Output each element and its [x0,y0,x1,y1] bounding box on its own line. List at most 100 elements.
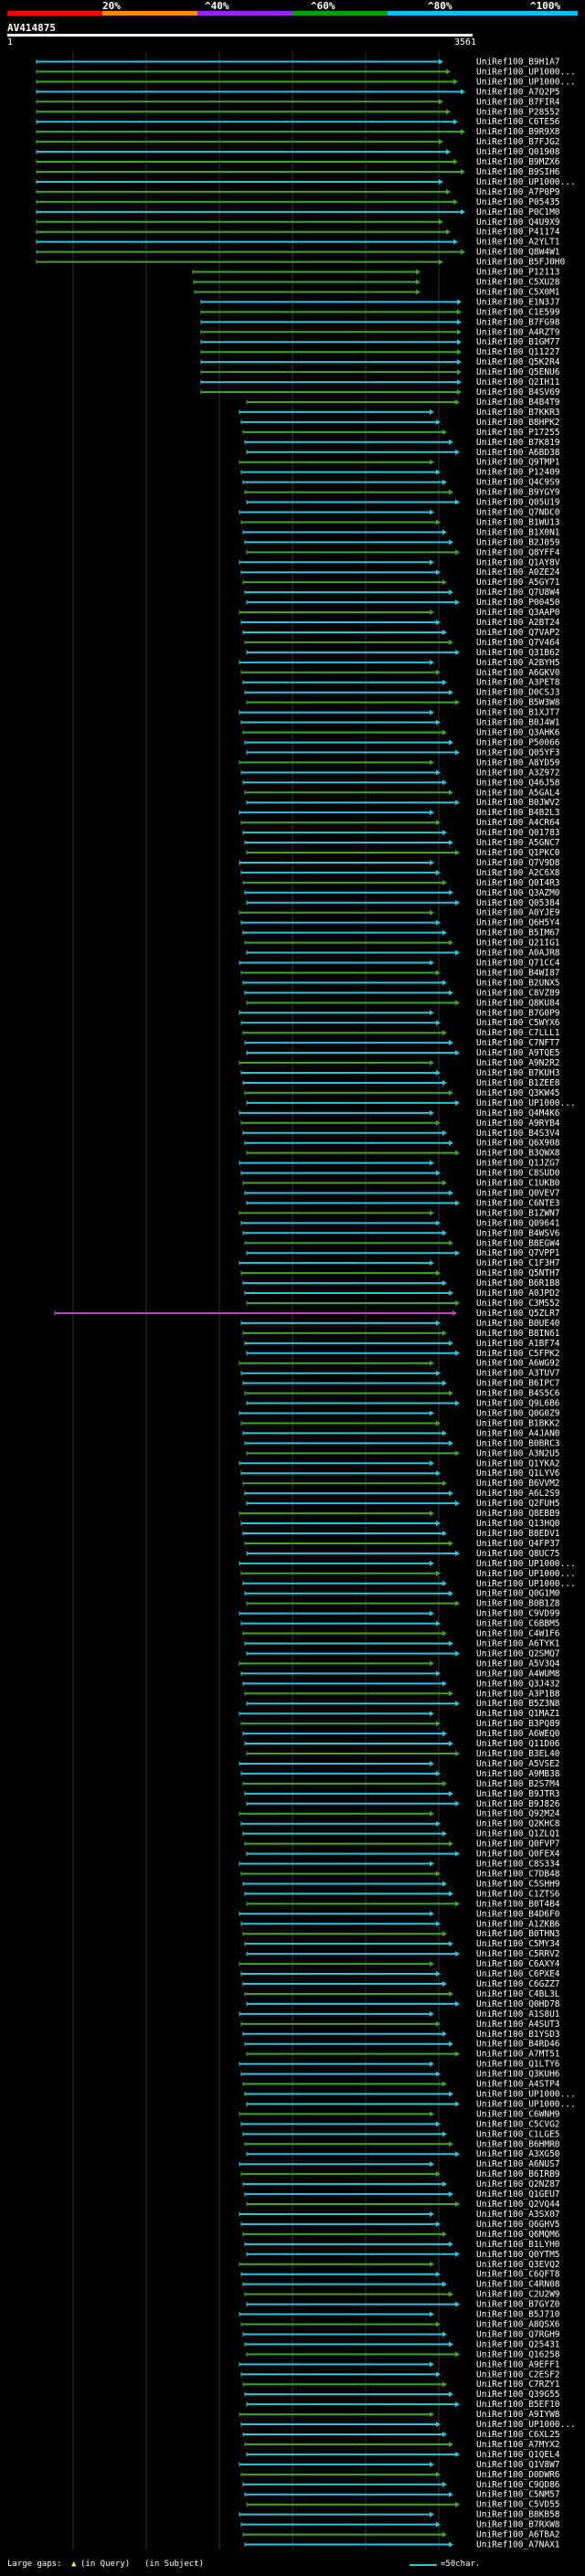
hit-row[interactable]: UniRef100_A9TQE5 [246,1048,560,1058]
hit-row[interactable]: UniRef100_C6WNH9 [239,2109,560,2119]
hit-row[interactable]: UniRef100_B5W3W8 [246,698,560,708]
hit-row[interactable]: UniRef100_B6HMR0 [244,2139,560,2149]
hit-row[interactable]: UniRef100_A9RYB4 [240,1118,560,1129]
hit-row[interactable]: UniRef100_B6VVM2 [242,1479,560,1489]
hit-row[interactable]: UniRef100_B7G0P9 [239,1008,560,1018]
hit-row[interactable]: UniRef100_C1LGE5 [242,2129,560,2139]
hit-row[interactable]: UniRef100_B5EF10 [246,2400,560,2410]
hit-row[interactable]: UniRef100_B9JTR3 [244,1789,560,1799]
hit-row[interactable]: UniRef100_B9MZX6 [36,157,560,167]
hit-row[interactable]: UniRef100_Q1LYV6 [240,1468,560,1479]
hit-row[interactable]: UniRef100_A0JPD2 [244,1288,560,1299]
hit-row[interactable]: UniRef100_Q9TMP1 [239,458,560,468]
hit-row[interactable]: UniRef100_B0THN3 [242,1929,560,1939]
hit-row[interactable]: UniRef100_Q3KW45 [244,1088,560,1098]
hit-row[interactable]: UniRef100_Q25431 [244,2339,560,2349]
hit-row[interactable]: UniRef100_UP1000... [239,1559,576,1569]
hit-row[interactable]: UniRef100_B0BRC3 [244,1438,560,1448]
hit-row[interactable]: UniRef100_Q8W4W1 [36,248,560,258]
hit-row[interactable]: UniRef100_A0YJE9 [239,908,560,918]
hit-row[interactable]: UniRef100_Q2NZ87 [242,2179,560,2189]
hit-row[interactable]: UniRef100_Q39G55 [244,2390,560,2400]
hit-row[interactable]: UniRef100_B1LYH0 [244,2240,560,2250]
hit-row[interactable]: UniRef100_A3TUV7 [240,1369,560,1379]
hit-row[interactable]: UniRef100_A3N2U5 [246,1448,560,1458]
hit-row[interactable]: UniRef100_A1S8U1 [239,2009,560,2019]
hit-row[interactable]: UniRef100_C8SUD0 [240,1169,560,1179]
hit-row[interactable]: UniRef100_C9VD99 [239,1609,560,1619]
hit-row[interactable]: UniRef100_B9SIH6 [36,167,560,177]
hit-row[interactable]: UniRef100_B2S7M4 [242,1779,560,1789]
hit-row[interactable]: UniRef100_B4RD46 [244,2040,560,2050]
hit-row[interactable]: UniRef100_Q6MQM6 [242,2230,560,2240]
hit-row[interactable]: UniRef100_Q6GHV5 [240,2220,560,2230]
hit-row[interactable]: UniRef100_B4WI87 [240,968,560,978]
hit-row[interactable]: UniRef100_A8QSX6 [240,2319,560,2329]
hit-row[interactable]: UniRef100_Q7VAP2 [242,628,560,638]
hit-row[interactable]: UniRef100_Q1MAZ1 [239,1709,560,1719]
hit-row[interactable]: UniRef100_B8HPK2 [240,418,560,428]
hit-row[interactable]: UniRef100_A4WUM8 [240,1669,560,1679]
hit-row[interactable]: UniRef100_P17255 [242,428,560,438]
hit-row[interactable]: UniRef100_B1WU13 [240,517,560,527]
hit-row[interactable]: UniRef100_B4SV69 [200,387,560,398]
hit-row[interactable]: UniRef100_Q2VQ44 [246,2200,560,2210]
hit-row[interactable]: UniRef100_A9EFF1 [239,2359,560,2369]
hit-row[interactable]: UniRef100_B1X0N1 [242,527,560,537]
hit-row[interactable]: UniRef100_Q0VEV7 [244,1188,560,1198]
hit-row[interactable]: UniRef100_B3EL40 [246,1749,560,1759]
hit-row[interactable]: UniRef100_Q05U19 [246,498,560,508]
hit-row[interactable]: UniRef100_A7MT51 [246,2050,560,2060]
hit-row[interactable]: UniRef100_C6AXY4 [239,1959,560,1969]
hit-row[interactable]: UniRef100_Q5ZLR7 [54,1309,560,1319]
hit-row[interactable]: UniRef100_C5NM57 [244,2490,560,2500]
hit-row[interactable]: UniRef100_B7FJG2 [36,137,560,147]
hit-row[interactable]: UniRef100_B8EDV1 [242,1529,560,1539]
hit-row[interactable]: UniRef100_B5J710 [239,2310,560,2320]
hit-row[interactable]: UniRef100_E1N3J7 [200,297,560,307]
hit-row[interactable]: UniRef100_Q3AHK6 [242,728,560,738]
hit-row[interactable]: UniRef100_Q1JZG7 [239,1159,560,1169]
hit-row[interactable]: UniRef100_A5V3Q4 [239,1659,560,1669]
hit-row[interactable]: UniRef100_B7KUH3 [240,1068,560,1078]
hit-row[interactable]: UniRef100_C1UKB0 [242,1179,560,1189]
hit-row[interactable]: UniRef100_A6TYK1 [244,1638,560,1648]
hit-row[interactable]: UniRef100_Q0FEX4 [246,1850,560,1860]
hit-row[interactable]: UniRef100_A5VSE2 [239,1759,560,1769]
hit-row[interactable]: UniRef100_B2UNX5 [242,978,560,988]
hit-row[interactable]: UniRef100_A6BD38 [246,448,560,458]
hit-row[interactable]: UniRef100_B8EGW4 [244,1238,560,1248]
hit-row[interactable]: UniRef100_B0T4B4 [246,1899,560,1909]
hit-row[interactable]: UniRef100_UP1000... [246,2099,576,2109]
hit-row[interactable]: UniRef100_Q4M4K6 [239,1108,560,1118]
hit-row[interactable]: UniRef100_Q3EVQ2 [239,2260,560,2270]
hit-row[interactable]: UniRef100_D0DWR6 [240,2470,560,2480]
hit-row[interactable]: UniRef100_P00450 [246,598,560,608]
hit-row[interactable]: UniRef100_C4RN08 [242,2280,560,2290]
hit-row[interactable]: UniRef100_Q4FP37 [244,1539,560,1549]
hit-row[interactable]: UniRef100_C1F3H7 [239,1258,560,1268]
hit-row[interactable]: UniRef100_Q6X908 [244,1139,560,1149]
hit-row[interactable]: UniRef100_A3SX07 [239,2210,560,2220]
hit-row[interactable]: UniRef100_C5SHH9 [242,1879,560,1889]
hit-row[interactable]: UniRef100_C9QD86 [242,2480,560,2490]
hit-row[interactable]: UniRef100_Q05YF3 [246,747,560,758]
hit-row[interactable]: UniRef100_Q8UC75 [246,1549,560,1559]
hit-row[interactable]: UniRef100_B8IN61 [242,1329,560,1339]
hit-row[interactable]: UniRef100_A3P1B8 [244,1689,560,1699]
hit-row[interactable]: UniRef100_Q7U8W4 [244,588,560,598]
hit-row[interactable]: UniRef100_Q0G0Z9 [239,1409,560,1419]
hit-row[interactable]: UniRef100_A4CR64 [240,818,560,828]
hit-row[interactable]: UniRef100_A7MYX2 [244,2440,560,2450]
hit-row[interactable]: UniRef100_Q11D06 [244,1739,560,1749]
hit-row[interactable]: UniRef100_A6TBA2 [242,2530,560,2540]
hit-row[interactable]: UniRef100_B4S5C6 [244,1389,560,1399]
hit-row[interactable]: UniRef100_B5Z3N8 [246,1699,560,1709]
hit-row[interactable]: UniRef100_P12409 [240,468,560,478]
hit-row[interactable]: UniRef100_A5GNC7 [244,838,560,848]
hit-row[interactable]: UniRef100_Q13HQ0 [240,1519,560,1529]
hit-row[interactable]: UniRef100_B7K819 [244,438,560,448]
hit-row[interactable]: UniRef100_Q1PKC0 [246,848,560,858]
hit-row[interactable]: UniRef100_A5GY71 [242,578,560,588]
hit-row[interactable]: UniRef100_C5WYX6 [240,1018,560,1028]
